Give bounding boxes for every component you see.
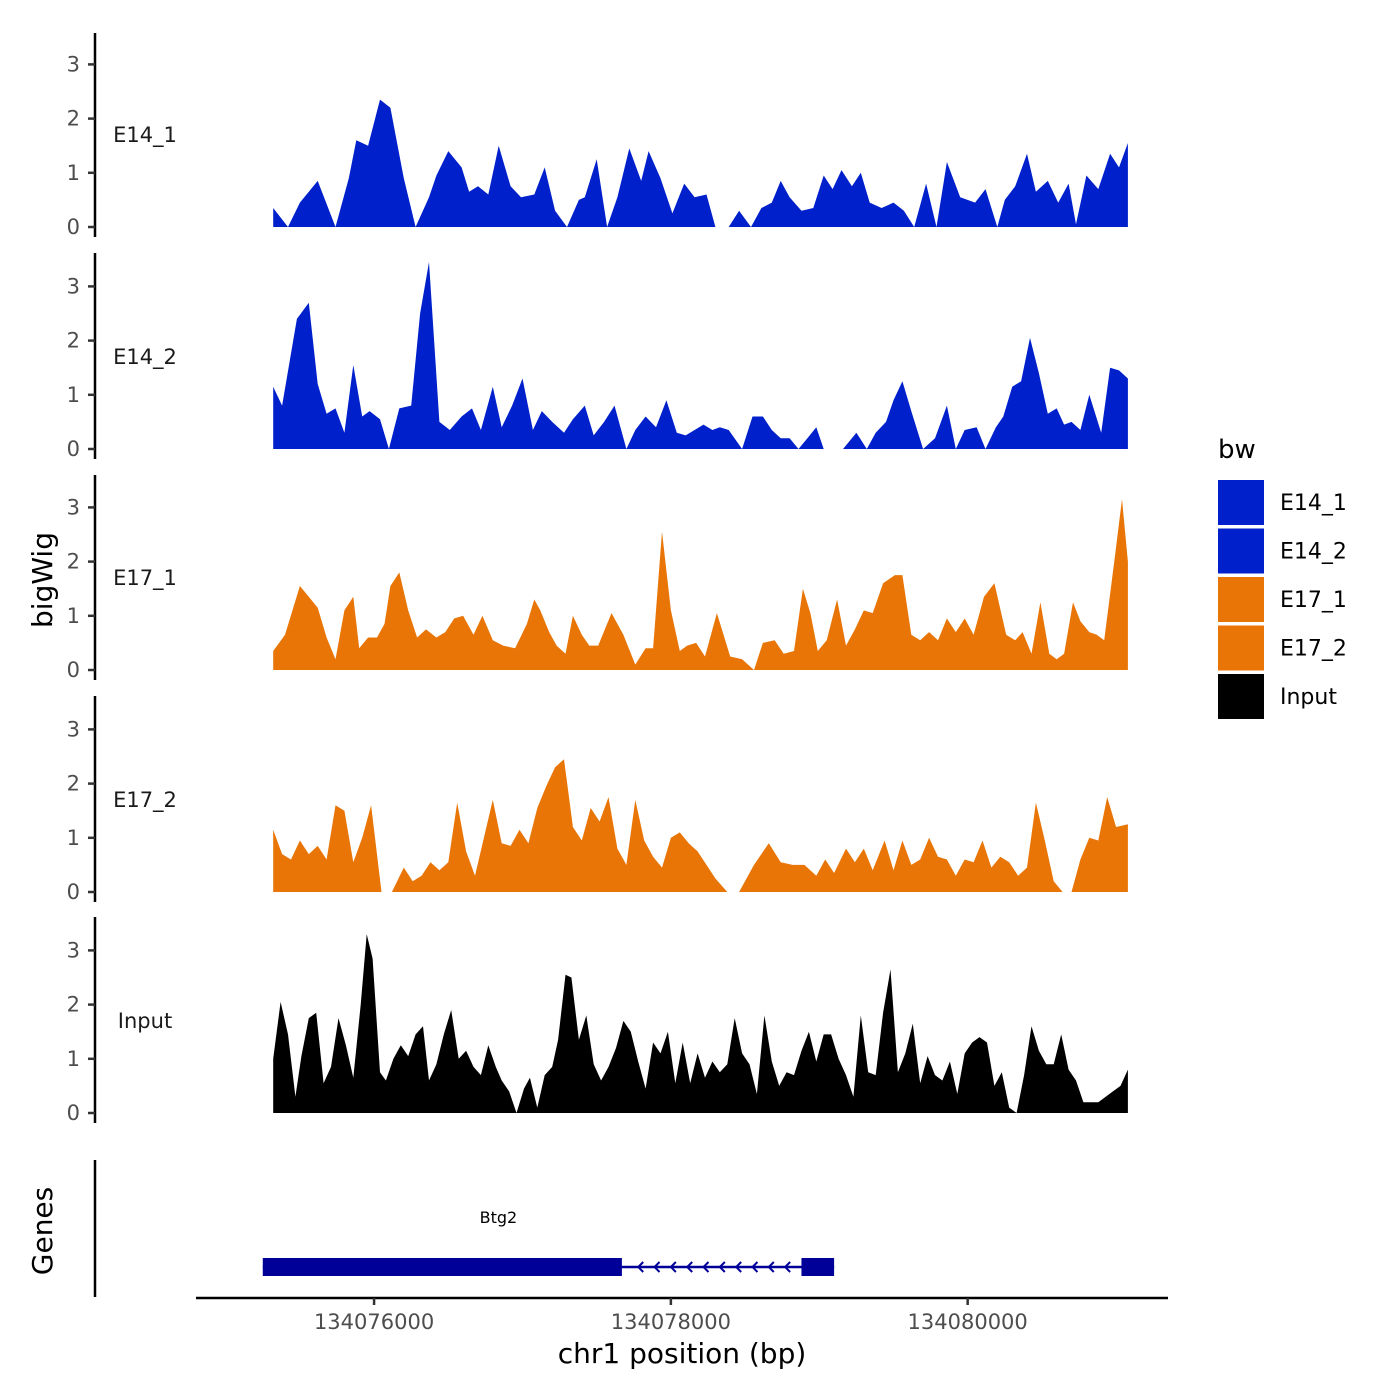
strand-arrow xyxy=(685,1261,693,1273)
x-axis: 134076000 134078000 134080000 xyxy=(196,1296,1168,1334)
x-tick-label: 134076000 xyxy=(314,1310,434,1334)
track-panel-input: 0 1 2 3 Input xyxy=(67,917,1128,1125)
y-tick-label: 0 xyxy=(67,215,80,239)
legend-swatch xyxy=(1218,625,1264,671)
y-tick-label: 0 xyxy=(67,1101,80,1125)
strand-arrow xyxy=(783,1261,791,1273)
legend: E14_1 E14_2 E17_1 E17_2 Input xyxy=(1218,480,1347,719)
legend-item: Input xyxy=(1218,674,1337,719)
signal-area-e14-1 xyxy=(273,99,1128,227)
strand-arrow xyxy=(669,1261,677,1273)
y-axis-title: bigWig xyxy=(26,532,59,628)
track-label: E17_1 xyxy=(113,566,177,591)
legend-label: E14_1 xyxy=(1280,491,1347,516)
y-tick-label: 3 xyxy=(67,52,80,76)
y-tick-label: 0 xyxy=(67,437,80,461)
signal-area-input xyxy=(273,934,1128,1113)
y-tick-label: 3 xyxy=(67,717,80,741)
legend-label: Input xyxy=(1280,685,1337,710)
strand-arrow xyxy=(653,1261,661,1273)
legend-swatch xyxy=(1218,577,1264,622)
y-tick-label: 1 xyxy=(67,161,80,185)
strand-arrow xyxy=(767,1261,775,1273)
y-tick-label: 0 xyxy=(67,658,80,682)
y-tick-label: 1 xyxy=(67,1047,80,1071)
y-tick-label: 2 xyxy=(67,993,80,1017)
track-panel-e14-2: 0 1 2 3 E14_2 xyxy=(67,253,1128,461)
y-tick-label: 3 xyxy=(67,274,80,298)
legend-swatch xyxy=(1218,674,1264,719)
strand-arrow xyxy=(734,1261,742,1273)
gene-track: Btg2 xyxy=(93,1160,835,1297)
signal-area-e17-2 xyxy=(273,759,1128,892)
strand-arrow xyxy=(718,1261,726,1273)
strand-arrow xyxy=(702,1261,710,1273)
gene-exon xyxy=(262,1258,622,1276)
y-tick-label: 2 xyxy=(67,772,80,796)
legend-swatch xyxy=(1218,480,1264,525)
y-tick-label: 2 xyxy=(67,107,80,131)
legend-label: E17_1 xyxy=(1280,588,1347,613)
signal-tracks: 0 1 2 3 E14_1 0 1 2 3 E14_2 0 1 2 3 E17_1 0 1 2 3 E17_2 0 1 2 3… xyxy=(67,33,1128,1125)
legend-item: E17_2 xyxy=(1218,625,1347,671)
track-label: E17_2 xyxy=(113,788,177,813)
y-tick-label: 2 xyxy=(67,550,80,574)
track-panel-e17-1: 0 1 2 3 E17_1 xyxy=(67,475,1128,682)
y-tick-label: 0 xyxy=(67,880,80,904)
legend-label: E14_2 xyxy=(1280,540,1347,565)
gene-label: Btg2 xyxy=(480,1208,518,1227)
x-tick-label: 134080000 xyxy=(908,1310,1028,1334)
strand-arrow xyxy=(636,1261,644,1273)
legend-swatch xyxy=(1218,528,1264,574)
legend-item: E17_1 xyxy=(1218,577,1347,622)
x-tick-label: 134078000 xyxy=(611,1310,731,1334)
track-label: E14_1 xyxy=(113,123,177,148)
x-axis-title: chr1 position (bp) xyxy=(558,1337,807,1370)
track-label: Input xyxy=(118,1009,172,1033)
gene-btg2: Btg2 xyxy=(262,1208,835,1276)
legend-label: E17_2 xyxy=(1280,637,1347,662)
y-tick-label: 3 xyxy=(67,938,80,962)
legend-item: E14_1 xyxy=(1218,480,1347,525)
y-tick-label: 3 xyxy=(67,495,80,519)
signal-area-e17-1 xyxy=(273,499,1128,670)
strand-arrow xyxy=(751,1261,759,1273)
gene-exon xyxy=(801,1258,835,1276)
genes-axis-title: Genes xyxy=(26,1187,59,1275)
track-panel-e17-2: 0 1 2 3 E17_2 xyxy=(67,696,1128,904)
legend-title: bw xyxy=(1218,435,1256,465)
track-label: E14_2 xyxy=(113,345,177,370)
y-tick-label: 2 xyxy=(67,329,80,353)
y-tick-label: 1 xyxy=(67,826,80,850)
track-panel-e14-1: 0 1 2 3 E14_1 xyxy=(67,33,1128,239)
y-tick-label: 1 xyxy=(67,383,80,407)
y-tick-label: 1 xyxy=(67,604,80,628)
legend-item: E14_2 xyxy=(1218,528,1347,574)
signal-area-e14-2 xyxy=(273,262,1128,449)
